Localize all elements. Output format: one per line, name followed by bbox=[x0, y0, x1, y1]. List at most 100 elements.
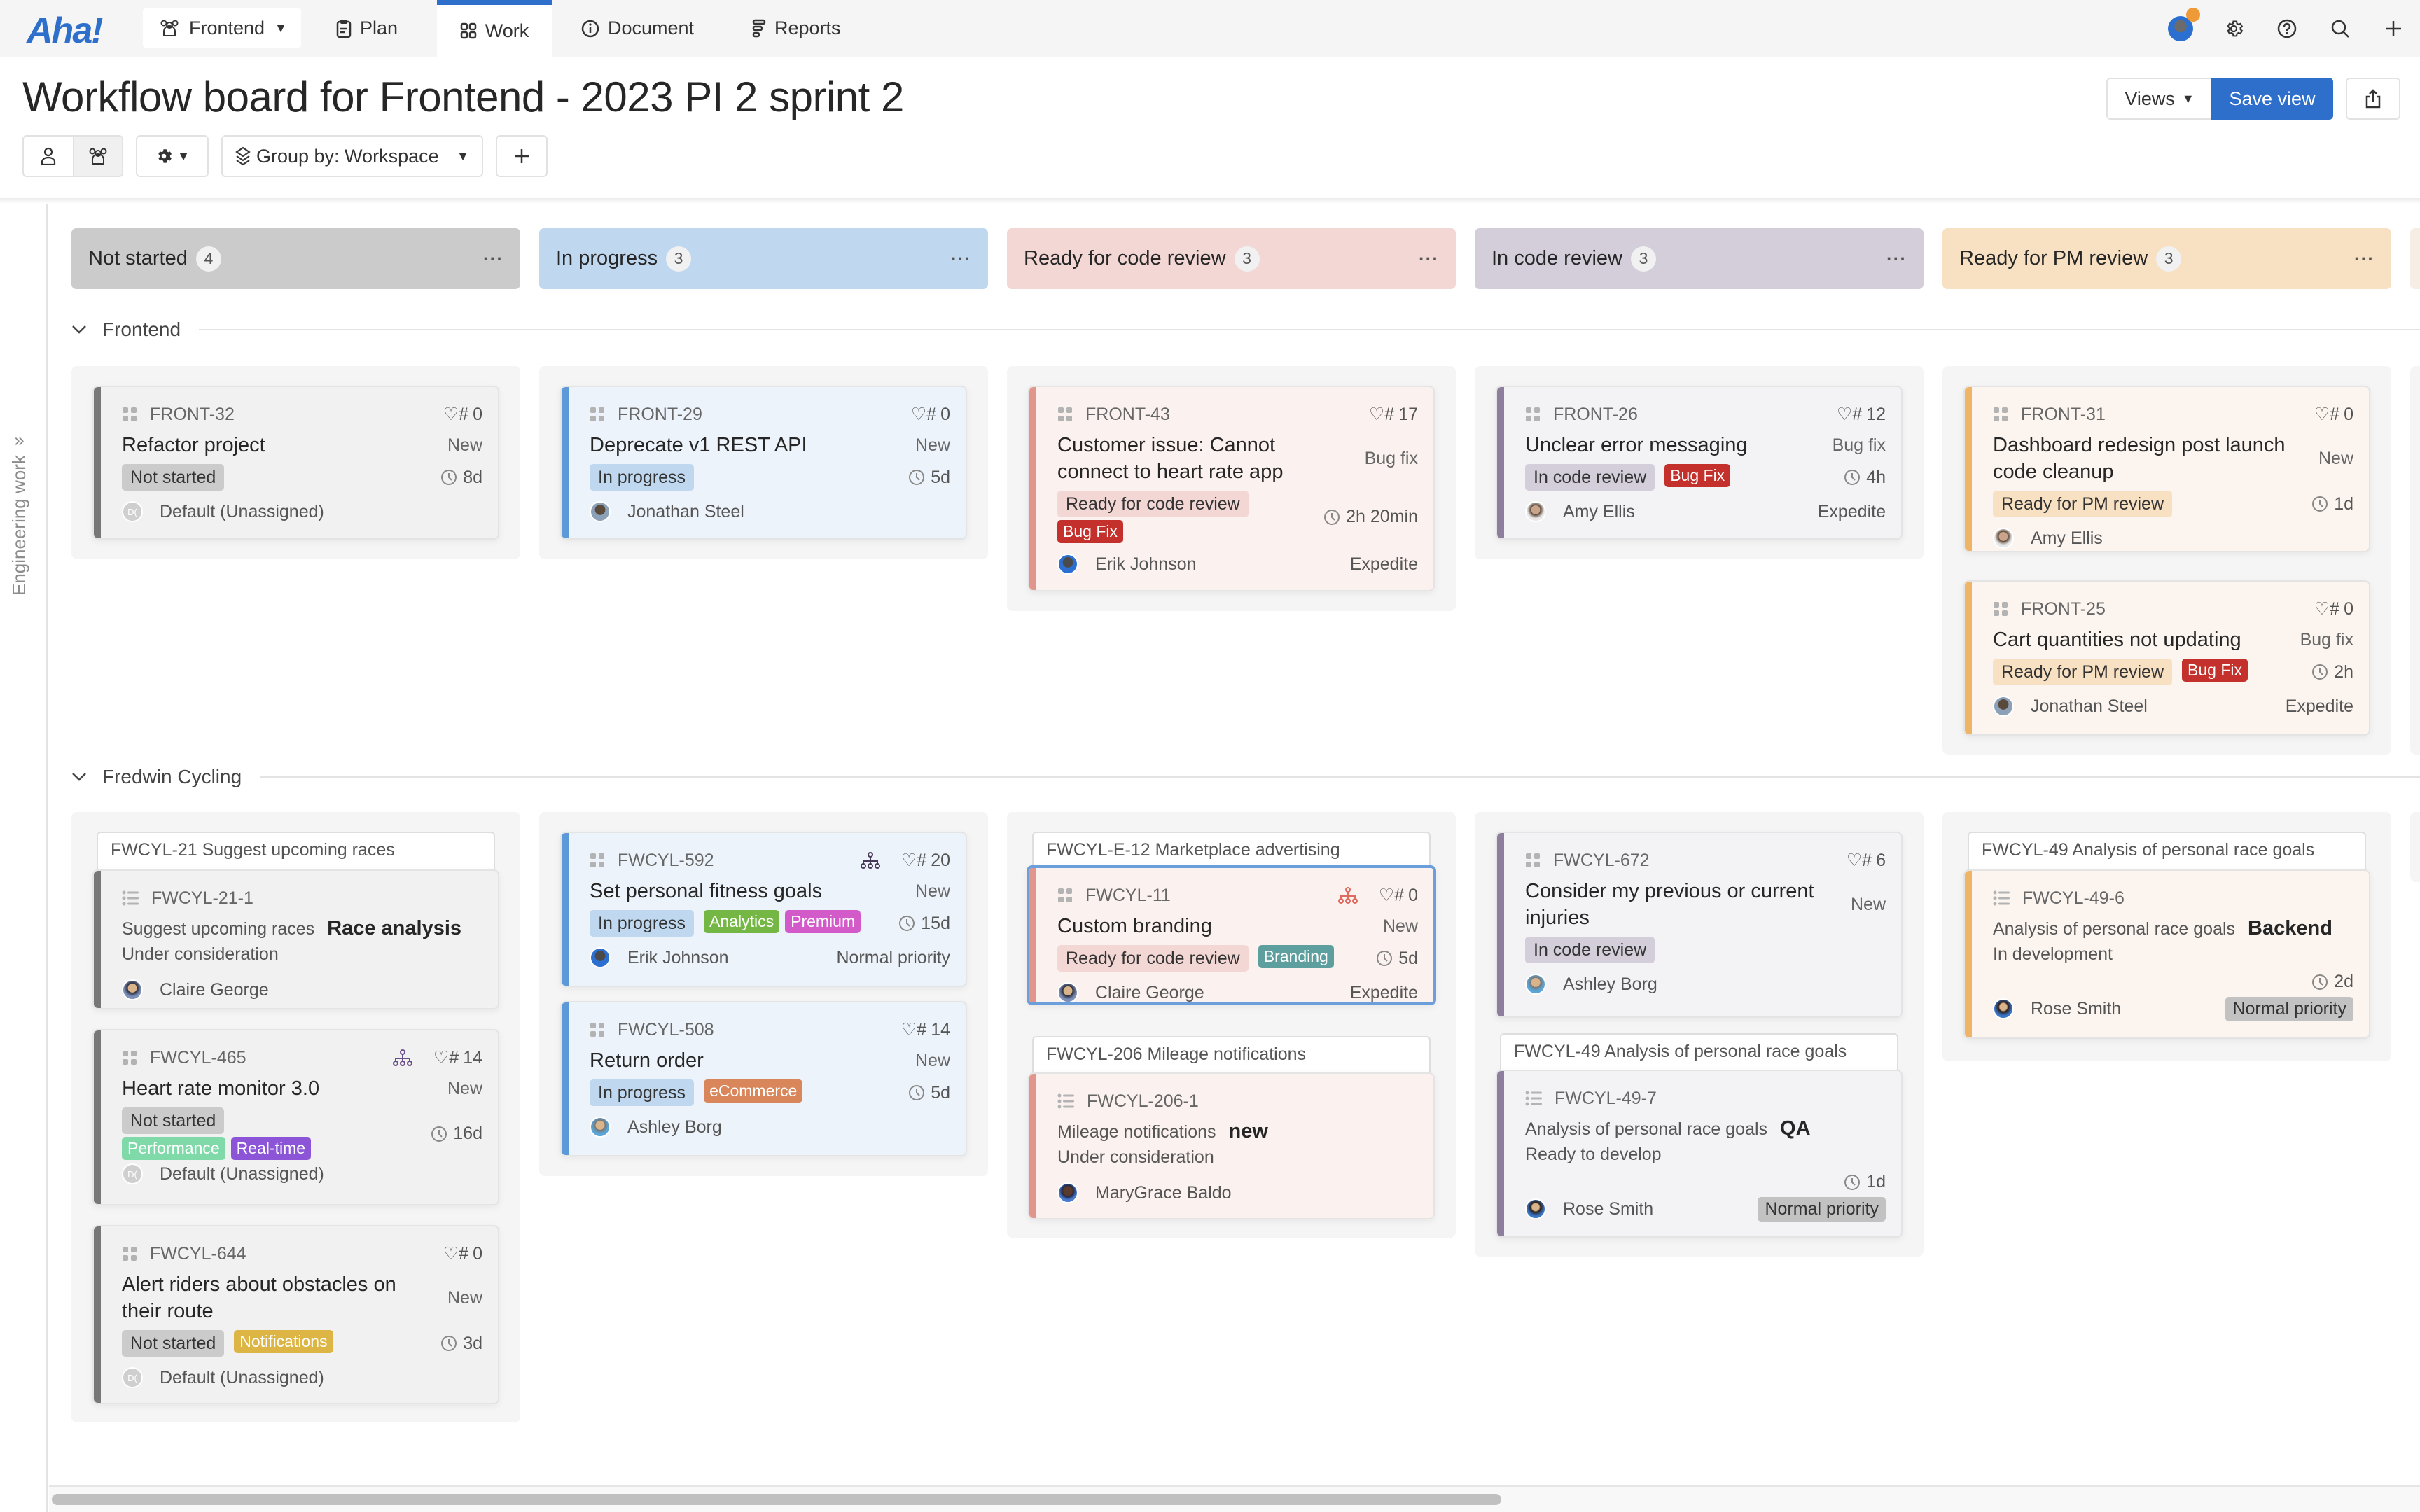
help-button[interactable] bbox=[2260, 0, 2314, 57]
parent-feature-header[interactable]: FWCYL-49 Analysis of personal race goals bbox=[1500, 1033, 1898, 1072]
score-heart-icon: ♡# bbox=[443, 405, 469, 424]
clock-icon bbox=[898, 915, 915, 932]
card-ref[interactable]: FWCYL-11 bbox=[1085, 885, 1171, 905]
hierarchy-icon[interactable] bbox=[1337, 887, 1358, 904]
card-FWCYL-21-1[interactable]: FWCYL-21-1 Suggest upcoming races Race an… bbox=[92, 869, 499, 1009]
group-fredwin-cycling[interactable]: Fredwin Cycling bbox=[71, 763, 2420, 791]
status-badge: Not started bbox=[122, 464, 225, 491]
card-ref[interactable]: FRONT-32 bbox=[150, 404, 235, 424]
card-ref[interactable]: FWCYL-49-6 bbox=[2022, 888, 2125, 908]
rail-toggle[interactable]: Engineering work » bbox=[8, 429, 30, 596]
card-assignee: Amy Ellis bbox=[1563, 501, 1635, 522]
aha-logo[interactable]: Aha! bbox=[27, 10, 104, 51]
create-button[interactable] bbox=[2367, 0, 2420, 57]
parent-epic-header[interactable]: FWCYL-21 Suggest upcoming races bbox=[97, 832, 495, 871]
requirement-name: Race analysis bbox=[327, 917, 462, 939]
column-header-ready-for-code-review[interactable]: Ready for code review 3 ··· bbox=[1007, 228, 1456, 289]
lane-frontend-next-partial bbox=[2410, 366, 2420, 755]
tab-document[interactable]: Document bbox=[566, 0, 709, 57]
views-dropdown[interactable]: Views ▼ bbox=[2106, 78, 2211, 120]
card-FWCYL-206-1[interactable]: FWCYL-206-1 Mileage notifications new Und… bbox=[1028, 1072, 1435, 1219]
hierarchy-icon[interactable] bbox=[392, 1049, 412, 1066]
card-FWCYL-465[interactable]: FWCYL-465 ♡# 14 Heart rate monitor 3.0 New… bbox=[92, 1029, 499, 1205]
parent-feature-header[interactable]: FWCYL-49 Analysis of personal race goals bbox=[1968, 832, 2366, 871]
horizontal-scrollbar[interactable] bbox=[49, 1485, 2420, 1512]
card-FWCYL-508[interactable]: FWCYL-508 ♡# 14 Return order New In progre… bbox=[560, 1001, 967, 1156]
card-FRONT-31[interactable]: FRONT-31 ♡# 0 Dashboard redesign post lau… bbox=[1963, 386, 2370, 552]
group-frontend[interactable]: Frontend bbox=[71, 316, 2420, 344]
card-ref[interactable]: FWCYL-592 bbox=[618, 850, 714, 870]
card-ref[interactable]: FWCYL-49-7 bbox=[1555, 1088, 1657, 1108]
card-FRONT-25[interactable]: FRONT-25 ♡# 0 Cart quantities not updatin… bbox=[1963, 580, 2370, 736]
card-FWCYL-11[interactable]: FWCYL-11 ♡# 0 Custom branding New Ready fo… bbox=[1027, 865, 1436, 1005]
card-assignee: Default (Unassigned) bbox=[160, 1163, 324, 1184]
user-avatar-button[interactable] bbox=[2154, 0, 2207, 57]
settings-button[interactable] bbox=[2207, 0, 2260, 57]
card-FRONT-32[interactable]: FRONT-32 ♡# 0 Refactor project New Not sta… bbox=[92, 386, 499, 540]
caret-down-icon: ▼ bbox=[457, 148, 469, 163]
column-header-in-progress[interactable]: In progress 3 ··· bbox=[539, 228, 988, 289]
card-ref[interactable]: FRONT-29 bbox=[618, 404, 702, 424]
card-title: Refactor project bbox=[122, 434, 265, 456]
add-button[interactable] bbox=[496, 135, 548, 177]
card-score: 0 bbox=[1408, 885, 1418, 905]
scrollbar-thumb[interactable] bbox=[52, 1494, 1501, 1505]
column-title: Ready for PM review bbox=[1959, 247, 2148, 270]
nav-actions bbox=[2154, 0, 2420, 57]
group-by-dropdown[interactable]: Group by: Workspace ▼ bbox=[221, 135, 483, 177]
card-assignee: Claire George bbox=[160, 979, 269, 1000]
chevron-down-icon[interactable] bbox=[71, 772, 91, 782]
more-icon[interactable]: ··· bbox=[2354, 248, 2374, 269]
more-icon[interactable]: ··· bbox=[951, 248, 971, 269]
card-FWCYL-49-7[interactable]: FWCYL-49-7 Analysis of personal race goa… bbox=[1496, 1070, 1903, 1238]
column-header-ready-for-pm-review[interactable]: Ready for PM review 3 ··· bbox=[1942, 228, 2391, 289]
card-ref[interactable]: FRONT-26 bbox=[1553, 404, 1638, 424]
board-settings-button[interactable]: ▼ bbox=[136, 135, 209, 177]
engineering-work-rail[interactable]: Engineering work » bbox=[0, 204, 48, 1512]
parent-feature-header[interactable]: FWCYL-206 Mileage notifications bbox=[1032, 1036, 1431, 1075]
more-icon[interactable]: ··· bbox=[483, 248, 503, 269]
status-badge: In progress bbox=[590, 464, 695, 491]
tab-reports[interactable]: Reports bbox=[737, 0, 856, 57]
card-priority: Expedite bbox=[2285, 696, 2353, 716]
card-FRONT-26[interactable]: FRONT-26 ♡# 12 Unclear error messaging Bug… bbox=[1496, 386, 1903, 540]
card-FWCYL-592[interactable]: FWCYL-592 ♡# 20 Set personal fitness goal… bbox=[560, 832, 967, 987]
chevron-down-icon[interactable] bbox=[71, 325, 91, 335]
tab-work[interactable]: Work bbox=[437, 0, 552, 57]
card-FRONT-29[interactable]: FRONT-29 ♡# 0 Deprecate v1 REST API New In… bbox=[560, 386, 967, 540]
avatar bbox=[1057, 554, 1078, 575]
more-icon[interactable]: ··· bbox=[1886, 248, 1907, 269]
avatar bbox=[2168, 7, 2200, 41]
card-FWCYL-49-6[interactable]: FWCYL-49-6 Analysis of personal race goa… bbox=[1963, 869, 2370, 1039]
workspace-switcher[interactable]: Frontend ▼ bbox=[143, 8, 301, 48]
card-score: 20 bbox=[931, 850, 950, 870]
card-score: 0 bbox=[940, 404, 950, 424]
card-FWCYL-672[interactable]: FWCYL-672 ♡# 6 Consider my previous or cu… bbox=[1496, 832, 1903, 1018]
parent-epic-header[interactable]: FWCYL-E-12 Marketplace advertising bbox=[1032, 832, 1431, 871]
card-ref[interactable]: FWCYL-508 bbox=[618, 1019, 714, 1040]
card-FWCYL-644[interactable]: FWCYL-644 ♡# 0 Alert riders about obstacl… bbox=[92, 1225, 499, 1404]
card-title: Dashboard redesign post launch code clea… bbox=[1993, 434, 2286, 483]
card-ref[interactable]: FWCYL-206-1 bbox=[1087, 1091, 1199, 1111]
save-view-button[interactable]: Save view bbox=[2211, 78, 2333, 120]
column-header-not-started[interactable]: Not started 4 ··· bbox=[71, 228, 520, 289]
card-ref[interactable]: FWCYL-644 bbox=[150, 1243, 246, 1264]
more-icon[interactable]: ··· bbox=[1419, 248, 1439, 269]
score-heart-icon: ♡# bbox=[433, 1048, 459, 1068]
search-button[interactable] bbox=[2314, 0, 2367, 57]
my-work-toggle[interactable] bbox=[24, 136, 73, 176]
card-FRONT-43[interactable]: FRONT-43 ♡# 17 Customer issue: Cannot con… bbox=[1028, 386, 1435, 592]
team-work-toggle[interactable] bbox=[73, 136, 122, 176]
column-header-next-partial[interactable] bbox=[2410, 228, 2420, 289]
card-assignee: Jonathan Steel bbox=[2031, 696, 2148, 716]
share-button[interactable] bbox=[2346, 78, 2400, 120]
tab-plan[interactable]: Plan bbox=[321, 0, 413, 57]
hierarchy-icon[interactable] bbox=[860, 852, 880, 869]
card-ref[interactable]: FRONT-31 bbox=[2021, 404, 2106, 424]
card-ref[interactable]: FWCYL-672 bbox=[1553, 850, 1650, 870]
card-ref[interactable]: FRONT-25 bbox=[2021, 598, 2106, 619]
card-ref[interactable]: FWCYL-21-1 bbox=[151, 888, 253, 908]
column-header-in-code-review[interactable]: In code review 3 ··· bbox=[1475, 228, 1924, 289]
card-ref[interactable]: FRONT-43 bbox=[1085, 404, 1170, 424]
card-ref[interactable]: FWCYL-465 bbox=[150, 1047, 246, 1068]
